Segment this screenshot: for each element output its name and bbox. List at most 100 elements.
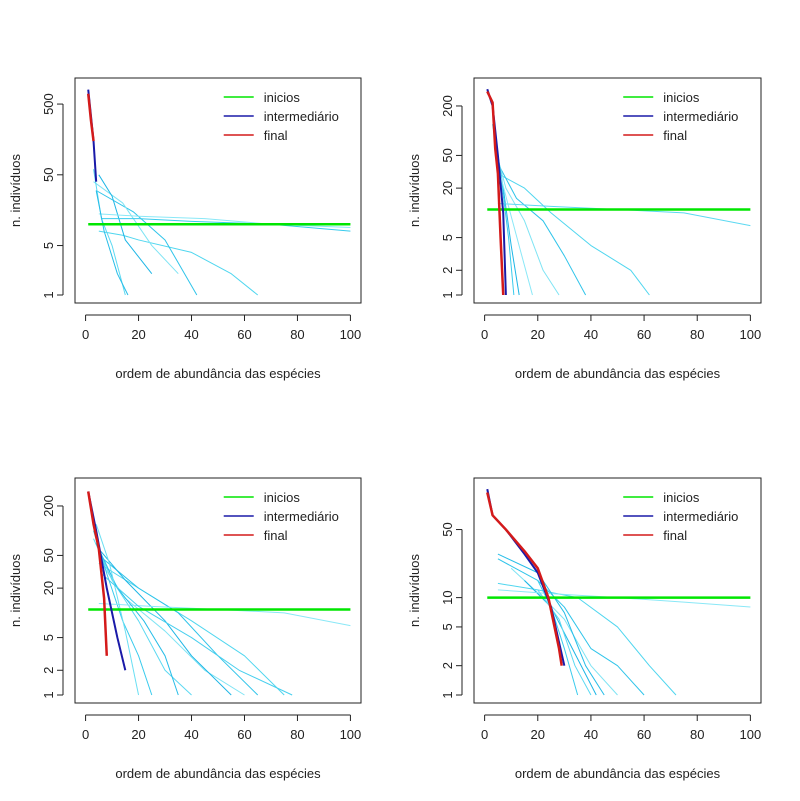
legend-label: inicios <box>663 490 700 505</box>
cyan-series-line <box>497 163 587 296</box>
y-tick-label: 50 <box>41 168 56 182</box>
x-tick-label: 40 <box>584 327 598 342</box>
y-axis-label: n. indivíduos <box>8 554 23 627</box>
y-tick-label: 2 <box>41 667 56 674</box>
chart-panel-2: 0 20 40 60 80 100 1 2 5 20 50 200 ordem de abundânci… <box>407 77 762 381</box>
y-axis-label: n. indivíduos <box>8 154 23 227</box>
x-tick-label: 100 <box>340 727 362 742</box>
cyan-series-line <box>93 181 179 275</box>
y-tick-label: 500 <box>41 93 56 115</box>
legend-label: final <box>663 128 687 143</box>
cyan-series-line <box>95 543 179 696</box>
cyan-series-line <box>98 555 259 696</box>
cyan-series-line <box>95 190 198 296</box>
y-tick-label: 5 <box>41 242 56 249</box>
cyan-series-line <box>101 573 293 696</box>
plot-frame <box>74 77 362 304</box>
x-tick-label: 60 <box>637 727 651 742</box>
y-tick-label: 1 <box>440 691 455 698</box>
cyan-series-line <box>537 589 592 696</box>
y-tick-label: 1 <box>440 291 455 298</box>
cyan-series-line <box>98 174 153 275</box>
plot-frame <box>74 477 362 704</box>
x-tick-label: 60 <box>237 327 251 342</box>
cyan-series-line <box>101 563 245 696</box>
final-line <box>86 93 95 142</box>
chart-panel-1: 0 20 40 60 80 100 1 5 50 500 ordem de abundância d… <box>8 77 362 381</box>
y-tick-label: 200 <box>440 95 455 117</box>
x-tick-label: 80 <box>690 727 704 742</box>
x-axis-label: ordem de abundância das espécies <box>515 766 721 781</box>
x-tick-label: 100 <box>340 327 362 342</box>
legend-label: intermediário <box>264 509 339 524</box>
legend-label: inicios <box>264 90 301 105</box>
cyan-series-line <box>98 602 351 627</box>
x-axis-label: ordem de abundância das espécies <box>115 366 321 381</box>
legend-label: inicios <box>264 490 301 505</box>
cyan-series-line <box>98 548 232 696</box>
cyan-series-line <box>537 580 579 696</box>
y-tick-label: 5 <box>440 234 455 241</box>
cyan-series-line <box>497 558 645 696</box>
x-tick-label: 20 <box>131 327 145 342</box>
x-axis-label: ordem de abundância das espécies <box>515 366 721 381</box>
cyan-series-line <box>497 173 650 296</box>
y-tick-label: 50 <box>41 548 56 562</box>
plot-frame <box>473 477 762 704</box>
y-tick-label: 50 <box>440 522 455 536</box>
legend-label: intermediário <box>663 509 738 524</box>
cyan-series-line <box>101 218 351 232</box>
final-line <box>486 492 563 666</box>
cyan-series-line <box>93 538 192 696</box>
y-tick-label: 10 <box>440 590 455 604</box>
x-tick-label: 80 <box>690 327 704 342</box>
cyan-series-group <box>93 169 351 296</box>
x-tick-label: 40 <box>184 327 198 342</box>
y-tick-label: 5 <box>440 623 455 630</box>
x-tick-label: 80 <box>290 727 304 742</box>
cyan-series-line <box>497 582 677 696</box>
y-tick-label: 1 <box>41 291 56 298</box>
cyan-series-line <box>494 155 533 296</box>
y-tick-label: 50 <box>440 148 455 162</box>
x-tick-label: 0 <box>82 327 89 342</box>
chart-panel-3: 0 20 40 60 80 100 1 2 5 20 50 200 ordem de abundânci… <box>8 477 362 781</box>
x-tick-label: 60 <box>237 727 251 742</box>
cyan-series-line <box>95 190 129 296</box>
legend-label: intermediário <box>264 109 339 124</box>
cyan-series-line <box>510 567 618 696</box>
final-line <box>86 491 109 656</box>
cyan-series-line <box>494 148 560 296</box>
y-tick-label: 5 <box>41 634 56 641</box>
intermediario-line <box>486 488 566 666</box>
cyan-series-group <box>497 553 751 696</box>
final-line <box>486 90 505 296</box>
plot-frame <box>473 77 762 304</box>
cyan-series-line <box>93 169 126 296</box>
y-tick-label: 200 <box>41 495 56 517</box>
x-tick-label: 0 <box>82 727 89 742</box>
y-tick-label: 2 <box>440 267 455 274</box>
x-tick-label: 20 <box>531 727 545 742</box>
x-tick-label: 20 <box>131 727 145 742</box>
x-tick-label: 40 <box>584 727 598 742</box>
x-axis-label: ordem de abundância das espécies <box>115 766 321 781</box>
legend-label: intermediário <box>663 109 738 124</box>
y-tick-label: 20 <box>41 581 56 595</box>
x-tick-label: 100 <box>740 327 762 342</box>
x-tick-label: 0 <box>481 727 488 742</box>
y-tick-label: 2 <box>440 662 455 669</box>
chart-panel-4: 0 20 40 60 80 100 1 2 5 10 50 ordem de abundância d… <box>407 477 762 781</box>
legend-label: final <box>264 528 288 543</box>
y-axis-label: n. indivíduos <box>407 154 422 227</box>
x-tick-label: 100 <box>740 727 762 742</box>
cyan-series-line <box>95 524 140 696</box>
x-tick-label: 80 <box>290 327 304 342</box>
x-tick-label: 0 <box>481 327 488 342</box>
x-tick-label: 40 <box>184 727 198 742</box>
y-tick-label: 1 <box>41 691 56 698</box>
cyan-series-line <box>98 230 259 296</box>
y-tick-label: 20 <box>440 181 455 195</box>
legend-label: final <box>264 128 288 143</box>
